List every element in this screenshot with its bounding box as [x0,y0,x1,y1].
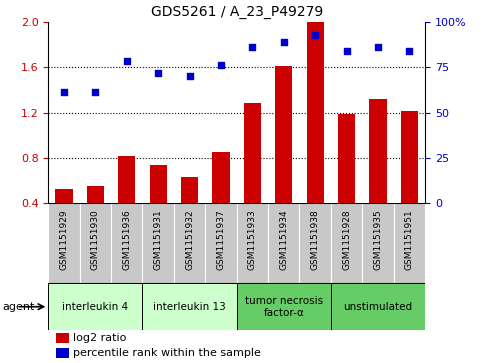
Point [406,48,413,54]
Bar [174,203,205,283]
Text: GSM1151931: GSM1151931 [154,210,163,270]
Text: GSM1151929: GSM1151929 [59,210,69,270]
Bar [362,203,394,283]
Bar [181,177,198,203]
Text: interleukin 4: interleukin 4 [62,302,128,312]
Text: tumor necrosis
factor-α: tumor necrosis factor-α [245,296,323,318]
Text: GSM1151932: GSM1151932 [185,210,194,270]
Text: percentile rank within the sample: percentile rank within the sample [73,348,261,358]
Text: GSM1151928: GSM1151928 [342,210,351,270]
Bar [48,203,80,283]
Bar [338,114,355,203]
Point [60,89,68,95]
Point [155,70,162,76]
Bar [237,283,331,330]
Text: GSM1151951: GSM1151951 [405,210,414,270]
Bar [56,333,69,343]
Bar [369,99,386,203]
Bar [48,283,142,330]
Point [217,62,225,68]
Point [312,33,319,38]
Text: interleukin 13: interleukin 13 [153,302,226,312]
Text: GSM1151937: GSM1151937 [216,210,226,270]
Bar [87,186,104,203]
Bar [268,203,299,283]
Text: log2 ratio: log2 ratio [73,334,126,343]
Bar [331,283,425,330]
Text: GSM1151934: GSM1151934 [279,210,288,270]
Text: unstimulated: unstimulated [343,302,412,312]
Text: agent: agent [2,302,35,312]
Text: GSM1151938: GSM1151938 [311,210,320,270]
Title: GDS5261 / A_23_P49279: GDS5261 / A_23_P49279 [151,5,323,19]
Point [92,89,99,95]
Bar [299,203,331,283]
Bar [118,156,135,203]
Text: GSM1151936: GSM1151936 [122,210,131,270]
Bar [237,203,268,283]
Bar [142,203,174,283]
Bar [111,203,142,283]
Bar [56,348,69,358]
Point [343,48,351,54]
Bar [394,203,425,283]
Point [186,73,194,79]
Bar [244,103,261,203]
Bar [401,111,418,203]
Text: GSM1151930: GSM1151930 [91,210,100,270]
Bar [150,165,167,203]
Bar [80,203,111,283]
Bar [275,66,292,203]
Bar [56,188,72,203]
Text: GSM1151935: GSM1151935 [373,210,383,270]
Bar [205,203,237,283]
Bar [307,22,324,203]
Bar [142,283,237,330]
Point [374,44,382,50]
Bar [331,203,362,283]
Text: GSM1151933: GSM1151933 [248,210,257,270]
Point [123,58,131,64]
Bar [213,152,229,203]
Point [249,44,256,50]
Point [280,39,288,45]
